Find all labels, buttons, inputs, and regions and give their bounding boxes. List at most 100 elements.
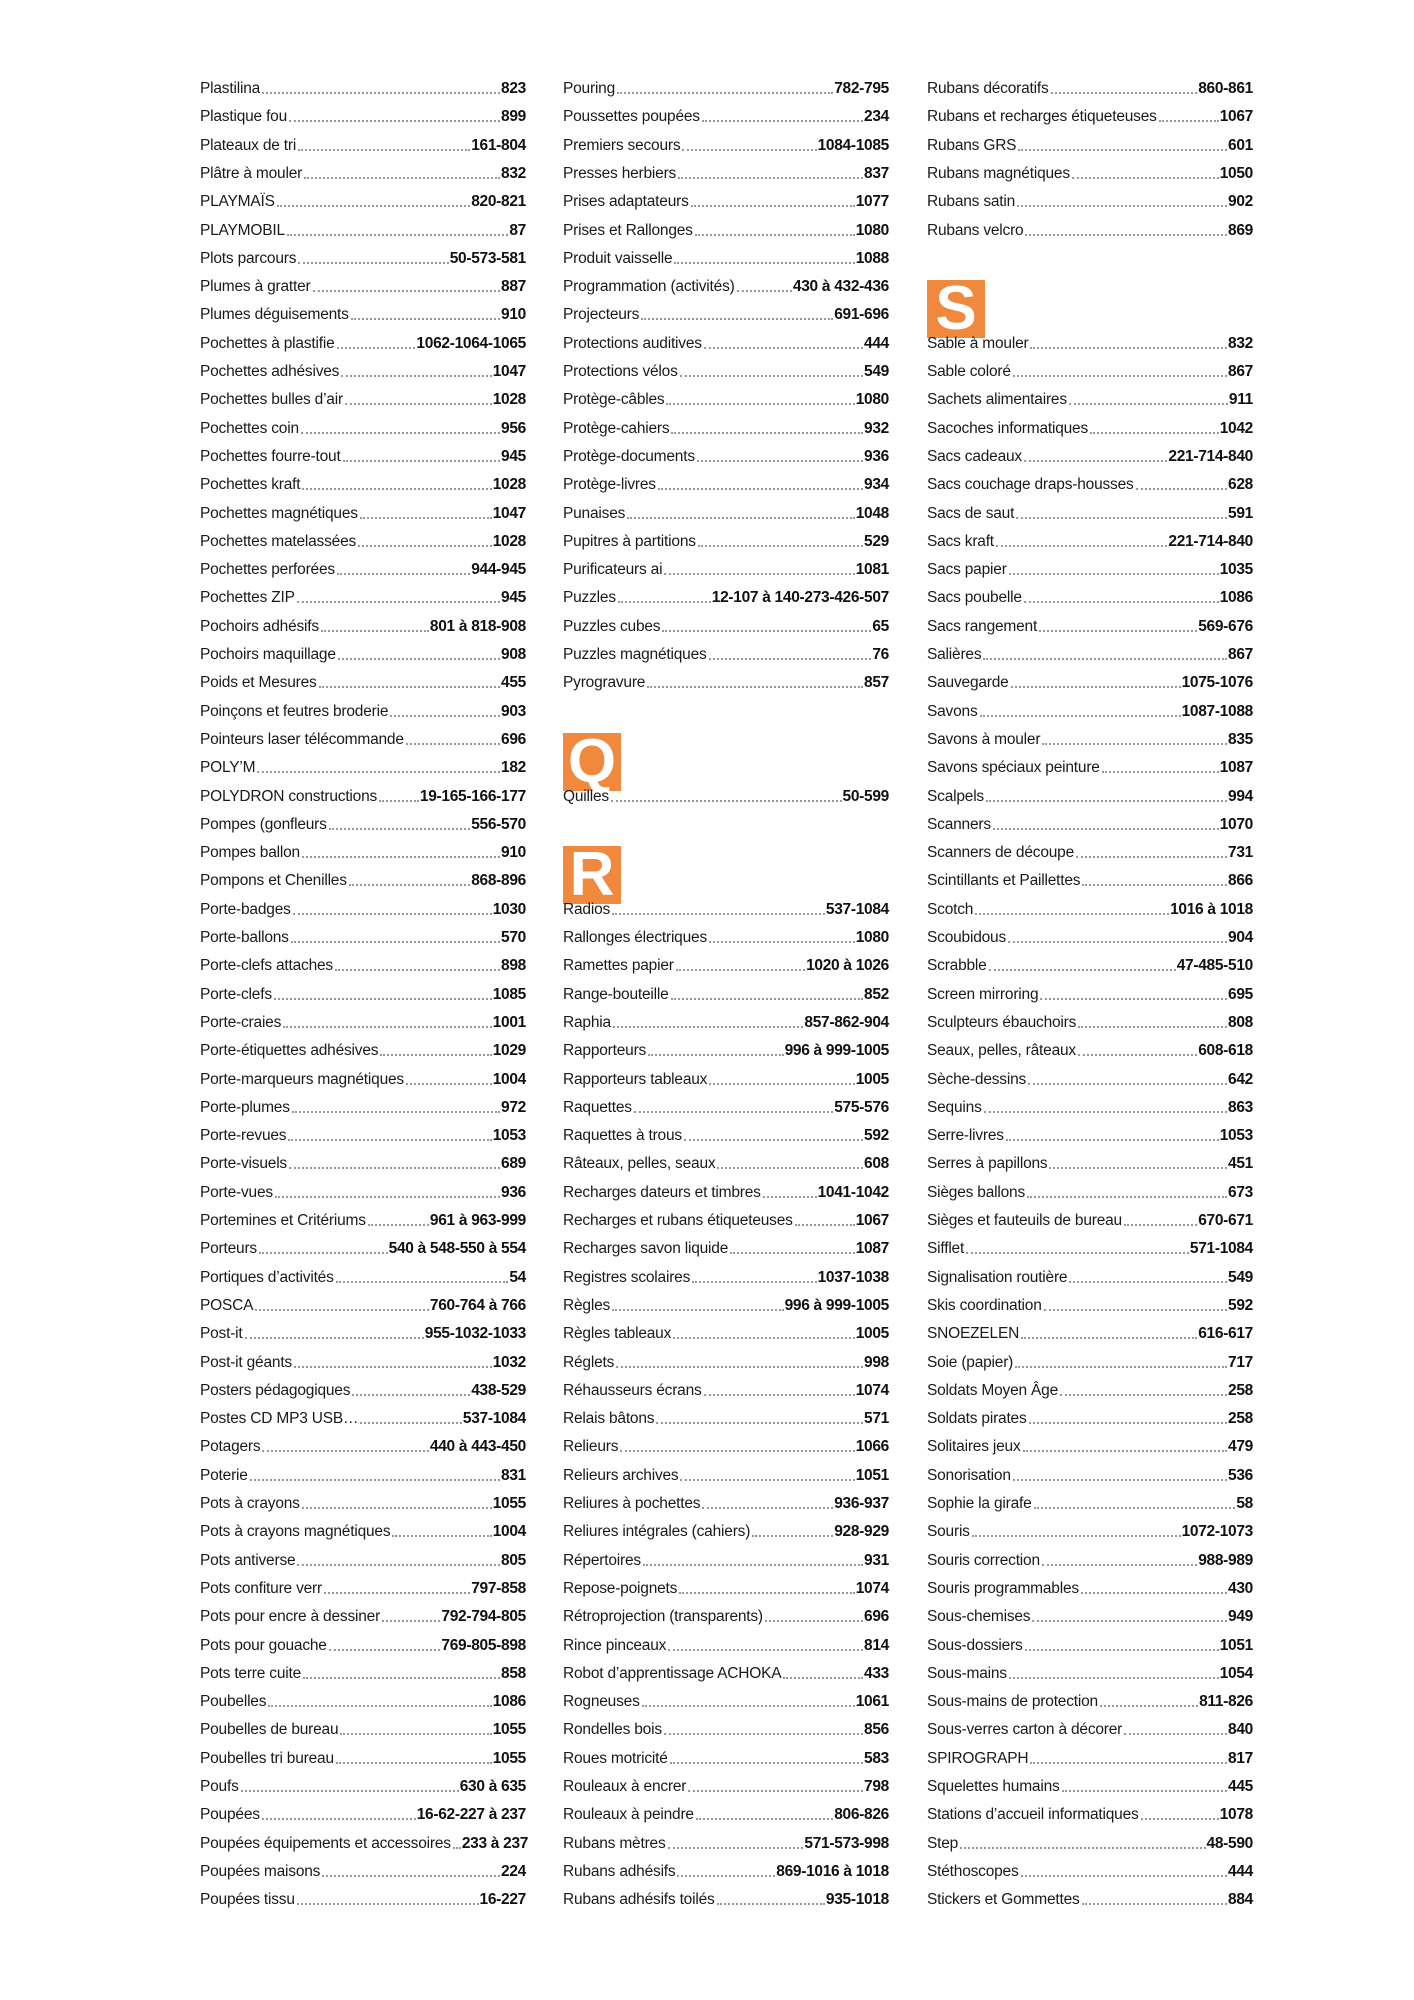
dot-leader (392, 1535, 492, 1538)
entry-pages: 1030 (492, 900, 527, 918)
dot-leader (342, 459, 501, 462)
entry-pages: 988-989 (1198, 1551, 1253, 1569)
index-entry: Pyrogravure 857 (563, 670, 889, 692)
entry-label: Pochettes adhésives (200, 363, 340, 380)
dot-leader (1023, 459, 1168, 462)
index-entry: Puzzles magnétiques 76 (563, 642, 889, 664)
entry-pages: 806-826 (834, 1806, 889, 1824)
dot-leader (736, 290, 792, 293)
entry-label: Relais bâtons (563, 1410, 655, 1428)
entry-pages: 837 (864, 164, 889, 182)
index-entry: Rapporteurs 996 à 999-1005 (563, 1038, 889, 1060)
index-entry: Relais bâtons 571 (563, 1406, 889, 1428)
entry-pages: 1035 (1219, 561, 1254, 579)
entry-label: Poubelles tri bureau (200, 1749, 334, 1767)
index-entry: Portemines et Critériums 961 à 963-999 (200, 1208, 526, 1230)
entry-label: Rondelles bois (563, 1721, 662, 1739)
dot-leader (1043, 1308, 1228, 1311)
entry-pages: 911 (1228, 391, 1253, 409)
entry-label: Pochettes magnétiques (200, 504, 358, 522)
index-entry: Pochettes matelassées 1028 (200, 529, 526, 551)
dot-leader (312, 290, 501, 293)
entry-pages: 782-795 (834, 80, 889, 97)
dot-leader (348, 884, 471, 887)
entry-label: Reliures intégrales (cahiers) (563, 1523, 751, 1541)
index-entry: Post-it géants 1032 (200, 1350, 526, 1372)
index-entry: Sacs papier 1035 (927, 557, 1253, 579)
dot-leader (367, 1224, 429, 1226)
entry-pages: 76 (872, 646, 889, 663)
dot-leader (244, 1337, 424, 1340)
entry-label: Stickers et Gommettes (927, 1891, 1080, 1909)
entry-label: Stéthoscopes (927, 1862, 1019, 1880)
entry-pages: 717 (1228, 1353, 1253, 1371)
index-entry: Sable à mouler 832 (927, 331, 1253, 353)
entry-pages: 902 (1228, 193, 1253, 211)
dot-leader (289, 1167, 501, 1170)
entry-pages: 1037-1038 (817, 1268, 890, 1286)
index-entry: Scoubidous 904 (927, 925, 1253, 947)
entry-pages: 823 (501, 80, 526, 97)
entry-pages: 860-861 (1198, 80, 1253, 97)
index-entry: Rapporteurs tableaux 1005 (563, 1067, 889, 1089)
dot-leader (1021, 1337, 1198, 1340)
index-entry: SNOEZELEN 616-617 (927, 1321, 1253, 1343)
entry-pages: 58 (1236, 1495, 1253, 1512)
dot-leader (633, 1110, 834, 1113)
entry-label: Pochoirs maquillage (200, 646, 336, 663)
dot-leader (1027, 1195, 1228, 1198)
entry-pages: 935-1018 (825, 1891, 889, 1909)
entry-label: Step (927, 1834, 959, 1852)
entry-pages: 801 à 818-908 (429, 617, 526, 635)
entry-label: Plâtre à mouler (200, 164, 303, 182)
index-entry: Pots à crayons 1055 (200, 1491, 526, 1513)
index-entry: Pochettes perforées 944-945 (200, 557, 526, 579)
entry-label: Sous-mains de protection (927, 1693, 1098, 1711)
dot-leader (703, 346, 864, 349)
index-entry: Rétroprojection (transparents) 696 (563, 1604, 889, 1626)
entry-label: Scotch (927, 900, 974, 918)
dot-leader (240, 1790, 459, 1792)
dot-leader (300, 431, 501, 434)
entry-label: Sacs kraft (927, 532, 994, 550)
entry-pages: 1085 (492, 985, 527, 1003)
entry-pages: 12-107 à 140-273-426-507 (711, 589, 890, 607)
index-entry: Ramettes papier 1020 à 1026 (563, 953, 889, 975)
index-entry: Sièges et fauteuils de bureau 670-671 (927, 1208, 1253, 1230)
entry-label: Portiques d’activités (200, 1268, 334, 1286)
dot-leader (783, 1676, 864, 1679)
entry-label: Serres à papillons (927, 1155, 1048, 1173)
index-entry: Sacoches informatiques 1042 (927, 416, 1253, 438)
entry-pages: 904 (1228, 929, 1253, 946)
entry-label: Recharges dateurs et timbres (563, 1183, 761, 1201)
dot-leader (1071, 176, 1219, 179)
entry-pages: 571 (864, 1410, 889, 1428)
dot-leader (249, 1478, 501, 1481)
index-entry: Plâtre à mouler 832 (200, 161, 526, 183)
index-entry: Réhausseurs écrans 1074 (563, 1378, 889, 1400)
entry-pages: 592 (864, 1127, 889, 1145)
index-entry: Protège-documents 936 (563, 444, 889, 466)
entry-label: Porteurs (200, 1240, 257, 1258)
entry-label: Scanners (927, 815, 991, 833)
dot-leader (664, 573, 855, 576)
entry-pages: 1061 (855, 1693, 890, 1711)
dot-leader (1016, 516, 1228, 519)
index-entry: Pots antiverse 805 (200, 1548, 526, 1570)
entry-label: Sacs rangement (927, 617, 1038, 635)
entry-pages: 1047 (492, 363, 527, 380)
index-entry: Rubans magnétiques 1050 (927, 161, 1253, 183)
entry-label: Seaux, pelles, râteaux (927, 1042, 1076, 1060)
dot-leader (988, 969, 1176, 972)
entry-pages: 1050 (1219, 164, 1254, 182)
entry-label: Réhausseurs écrans (563, 1381, 702, 1399)
entry-pages: 820-821 (471, 193, 526, 211)
index-entry: Sous-chemises 949 (927, 1604, 1253, 1626)
dot-leader (675, 969, 806, 972)
dot-leader (1123, 1224, 1198, 1226)
index-entry: POLYDRON constructions 19-165-166-177 (200, 784, 526, 806)
entry-label: Poussettes poupées (563, 108, 700, 126)
entry-label: Radios (563, 900, 611, 918)
dot-leader (612, 912, 825, 915)
entry-pages: 430 à 432-436 (792, 278, 889, 296)
